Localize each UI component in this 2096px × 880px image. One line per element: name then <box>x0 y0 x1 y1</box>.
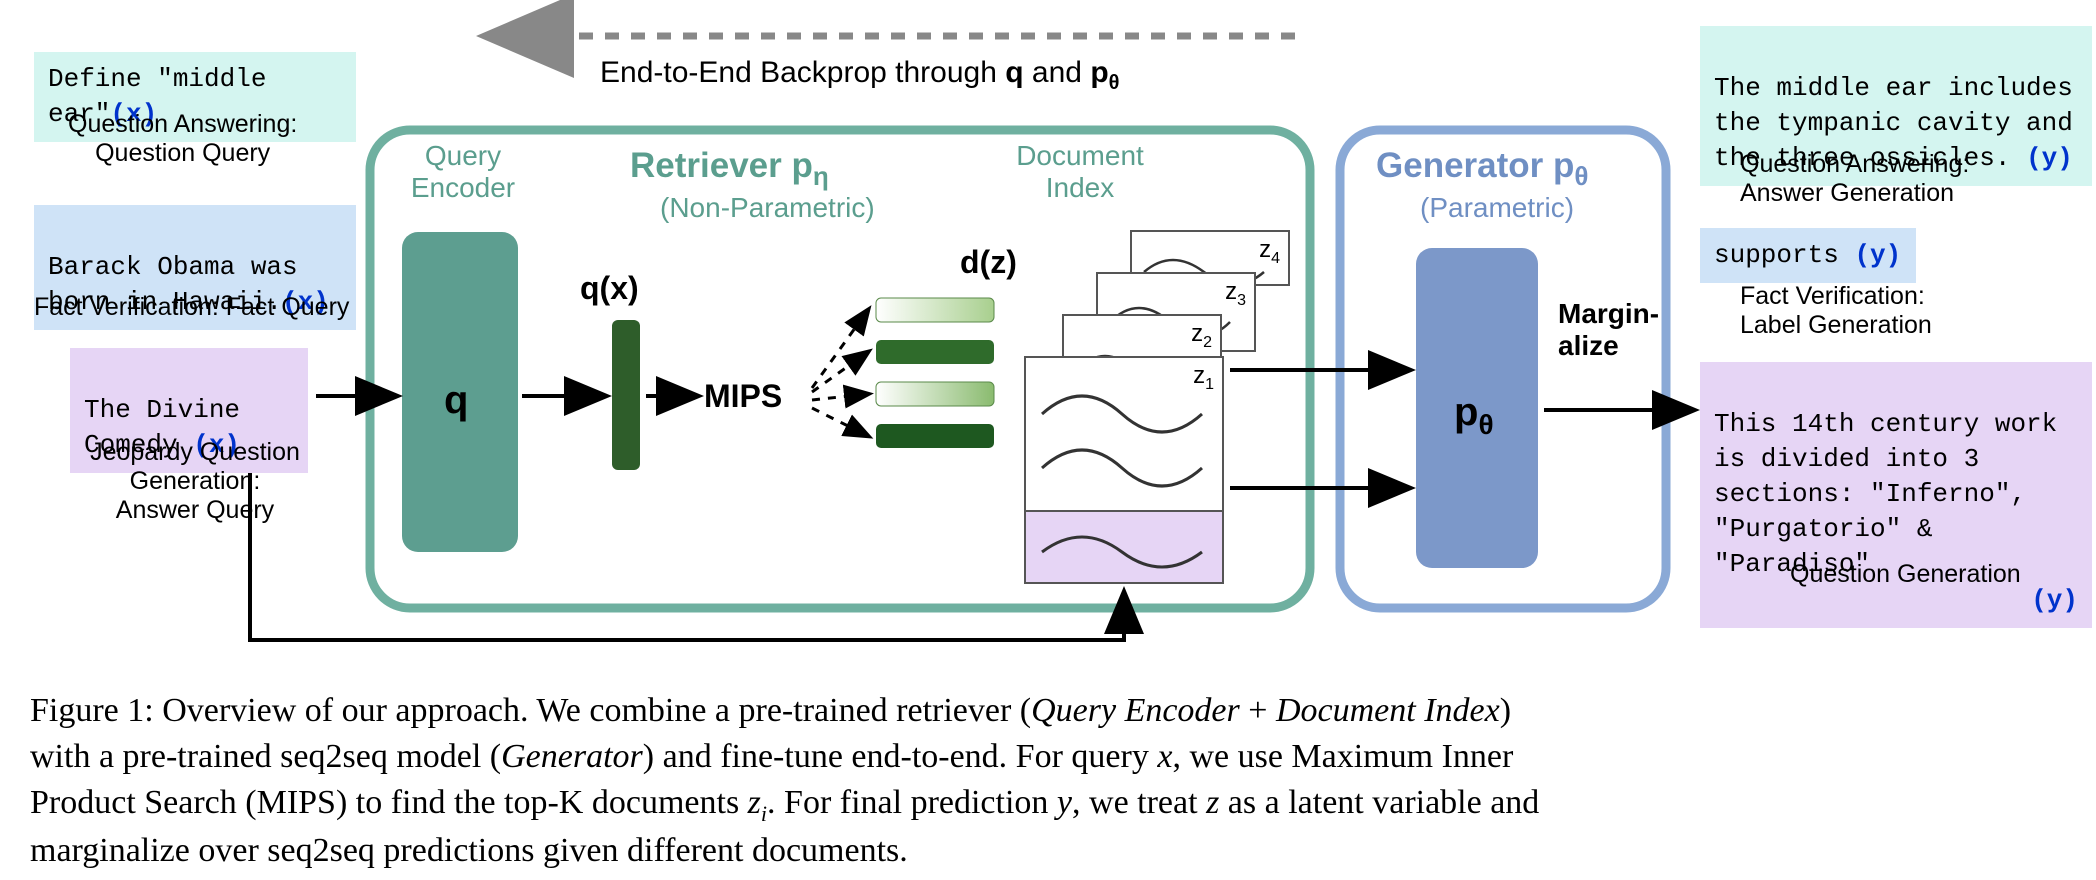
query-encoder-label: Query Encoder <box>408 140 518 204</box>
retriever-sub: (Non-Parametric) <box>660 192 875 224</box>
backprop-p: p <box>1090 56 1108 89</box>
output-label-caption: Fact Verification: Label Generation <box>1740 282 1932 340</box>
input-fv-caption: Fact Verification: Fact Query <box>34 293 349 322</box>
qx-vector <box>612 320 640 470</box>
figure-caption: Figure 1: Overview of our approach. We c… <box>30 688 1550 874</box>
generator-sub: (Parametric) <box>1420 192 1574 224</box>
output-label-text: supports <box>1714 240 1854 270</box>
mips-label: MIPS <box>704 378 782 415</box>
output-label-marker: (y) <box>1854 240 1901 270</box>
retriever-title: Retriever pη <box>630 146 829 192</box>
dz-label: d(z) <box>960 244 1017 281</box>
backprop-q: q <box>1005 56 1023 89</box>
output-qgen-text: This 14th century work is divided into 3… <box>1714 409 2057 579</box>
backprop-label: End-to-End Backprop through q and pθ <box>600 56 1119 95</box>
diagram-stage: End-to-End Backprop through q and pθ Def… <box>0 0 2096 880</box>
output-ans-caption: Question Answering: Answer Generation <box>1740 150 1969 208</box>
backprop-and: and <box>1024 56 1091 89</box>
generator-title: Generator pθ <box>1376 146 1588 192</box>
backprop-prefix: End-to-End Backprop through <box>600 56 1005 89</box>
backprop-theta: θ <box>1109 72 1120 94</box>
output-qgen-caption: Question Generation <box>1790 560 2021 589</box>
marginalize-label: Margin- alize <box>1558 298 1659 362</box>
q-label: q <box>444 378 468 423</box>
output-label-box: supports (y) <box>1700 228 1916 283</box>
output-ans-marker: (y) <box>2026 143 2073 173</box>
output-qgen-marker: (y) <box>2031 583 2078 618</box>
doc-card-z1: z1 <box>1024 356 1224 584</box>
ptheta-label: pθ <box>1454 390 1494 441</box>
input-qa-caption: Question Answering: Question Query <box>68 110 297 168</box>
input-jq-caption: Jeopardy Question Generation: Answer Que… <box>90 438 300 525</box>
qx-label: q(x) <box>580 270 639 307</box>
document-index-label: Document Index <box>1000 140 1160 204</box>
